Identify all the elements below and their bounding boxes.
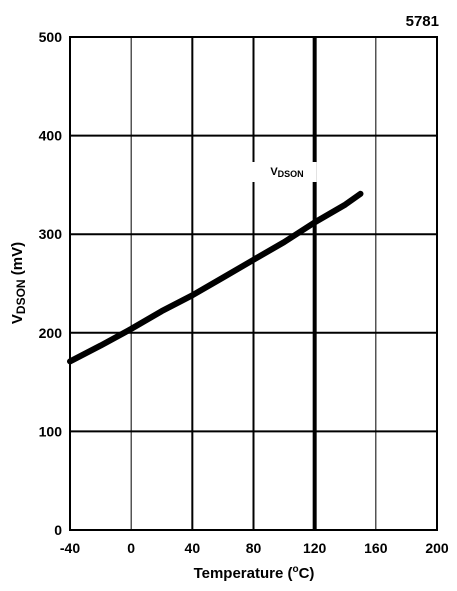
series-layer [67, 190, 364, 365]
plot-frame [69, 36, 438, 531]
figure-id: 5781 [406, 13, 439, 30]
y-tick-label: 500 [39, 29, 63, 45]
series-label-vdson: VDSON [270, 166, 303, 179]
x-tick-label: 0 [127, 540, 135, 556]
tick-labels: -40 0 40 80 120 160 200 0 100 200 300 400 500 [39, 29, 449, 556]
x-tick-label: 80 [246, 540, 262, 556]
x-tick-label: 160 [364, 540, 388, 556]
label-background [252, 162, 317, 182]
y-tick-label: 400 [39, 128, 63, 144]
x-tick-label: 200 [425, 540, 449, 556]
y-tick-label: 200 [39, 325, 63, 341]
plot-border [69, 36, 438, 531]
y-axis-label: VDSON (mV) [9, 242, 28, 324]
y-tick-label: 0 [54, 522, 62, 538]
x-tick-label: -40 [60, 540, 80, 556]
y-tick-label: 100 [39, 423, 63, 439]
x-tick-label: 40 [185, 540, 201, 556]
grid [70, 37, 437, 530]
x-axis-label: Temperature (oC) [194, 564, 315, 582]
x-tick-label: 120 [303, 540, 327, 556]
series-line-vdson [67, 190, 364, 365]
y-tick-label: 300 [39, 226, 63, 242]
